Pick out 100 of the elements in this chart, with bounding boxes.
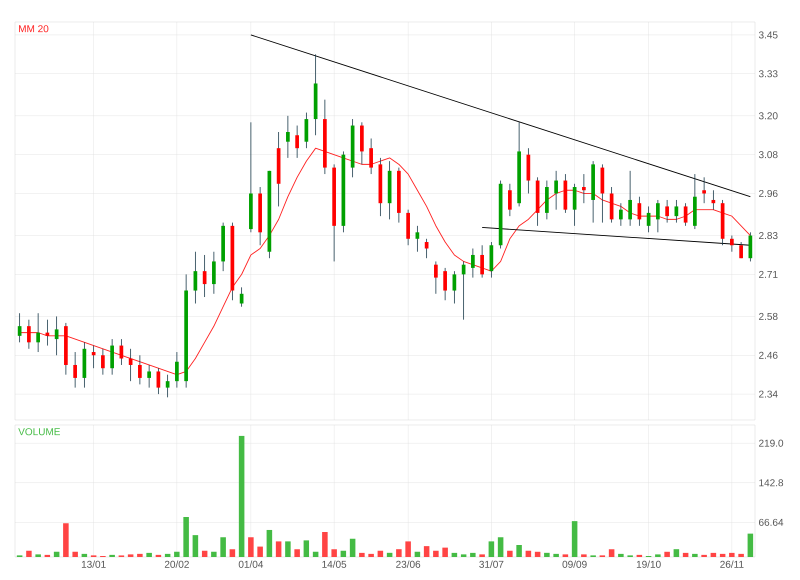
bar [63, 523, 69, 557]
candlestick [452, 270, 456, 304]
bar [618, 554, 624, 557]
bar [238, 436, 244, 557]
candlestick [702, 176, 706, 204]
candlestick [462, 261, 466, 320]
candlestick [674, 200, 678, 224]
bar [692, 554, 698, 557]
candlestick [424, 238, 428, 259]
candlestick [101, 348, 105, 376]
bar [748, 534, 754, 557]
y-tick-label: 66.64 [759, 518, 784, 526]
candlestick [147, 364, 151, 388]
x-tick-label: 01/04 [238, 560, 264, 568]
candlestick [36, 312, 40, 352]
candlestick [665, 200, 669, 224]
bar [322, 532, 328, 557]
bar [682, 552, 688, 557]
y-tick-label: 2.34 [759, 390, 778, 398]
bar [720, 554, 726, 557]
bar [544, 552, 550, 557]
candlestick [240, 286, 244, 308]
bar [460, 554, 466, 557]
candlestick [730, 235, 734, 252]
bar [174, 552, 180, 557]
bar [729, 552, 735, 557]
bar [674, 549, 680, 557]
x-tick-label: 14/05 [322, 560, 346, 568]
y-tick-label: 219.0 [759, 440, 784, 447]
bar [655, 554, 661, 557]
candlestick [156, 368, 160, 394]
chart-title: VOLUME [18, 428, 60, 436]
candlestick [18, 312, 22, 343]
bar [479, 554, 485, 557]
candlestick [138, 354, 142, 385]
x-tick-label: 26/11 [720, 560, 744, 568]
candlestick [656, 200, 660, 233]
bar [534, 552, 540, 557]
bar [183, 516, 189, 557]
candlestick [369, 138, 373, 174]
y-tick-label: 3.33 [758, 70, 778, 78]
candlestick [508, 183, 512, 217]
candlestick [628, 170, 632, 226]
y-tick-label: 2.96 [759, 190, 778, 198]
bar [386, 552, 392, 557]
candlestick [286, 115, 290, 158]
bar [266, 530, 272, 557]
candlestick [73, 352, 77, 388]
y-tick-label: 2.58 [759, 312, 778, 320]
bar [488, 541, 494, 557]
candlestick [471, 248, 475, 278]
bar [433, 550, 439, 557]
x-tick-label: 23/06 [396, 560, 420, 568]
bar [340, 550, 346, 557]
candlestick [554, 170, 558, 210]
bar [562, 554, 568, 557]
bar [211, 552, 217, 557]
candlestick [480, 244, 484, 278]
bar [230, 549, 236, 557]
candlestick [304, 112, 308, 149]
bar [572, 521, 578, 557]
bar [54, 552, 60, 557]
bar [664, 552, 670, 557]
bar [424, 546, 430, 557]
candlestick [92, 345, 96, 369]
candlestick [128, 348, 132, 382]
candlestick [166, 374, 170, 398]
bar [507, 550, 513, 557]
bar [304, 540, 310, 557]
bar [526, 550, 532, 557]
bar [378, 550, 384, 557]
bar [608, 549, 614, 557]
bar [350, 538, 356, 557]
y-tick-label: 2.71 [759, 270, 778, 278]
bar [498, 537, 504, 557]
bar [368, 554, 374, 557]
candlestick [120, 338, 124, 366]
bar [738, 554, 744, 557]
candlestick [295, 125, 299, 158]
bar [331, 549, 337, 557]
bar [72, 552, 78, 557]
bar [202, 550, 208, 557]
candlestick [572, 183, 576, 226]
bar [192, 535, 198, 557]
candlestick [54, 316, 58, 356]
candlestick [194, 251, 198, 304]
x-tick-label: 31/07 [479, 560, 504, 568]
bar [470, 552, 476, 557]
bar [82, 554, 88, 557]
y-tick-label: 142.8 [759, 479, 784, 486]
candlestick [212, 251, 216, 294]
x-tick-label: 09/09 [562, 560, 587, 568]
bar [248, 537, 254, 557]
candlestick [646, 206, 650, 233]
candlestick [638, 196, 642, 226]
y-tick-label: 3.08 [758, 151, 778, 158]
bar [405, 541, 411, 557]
bar [285, 541, 291, 557]
y-tick-label: 3.20 [758, 112, 778, 120]
candlestick [619, 202, 623, 226]
